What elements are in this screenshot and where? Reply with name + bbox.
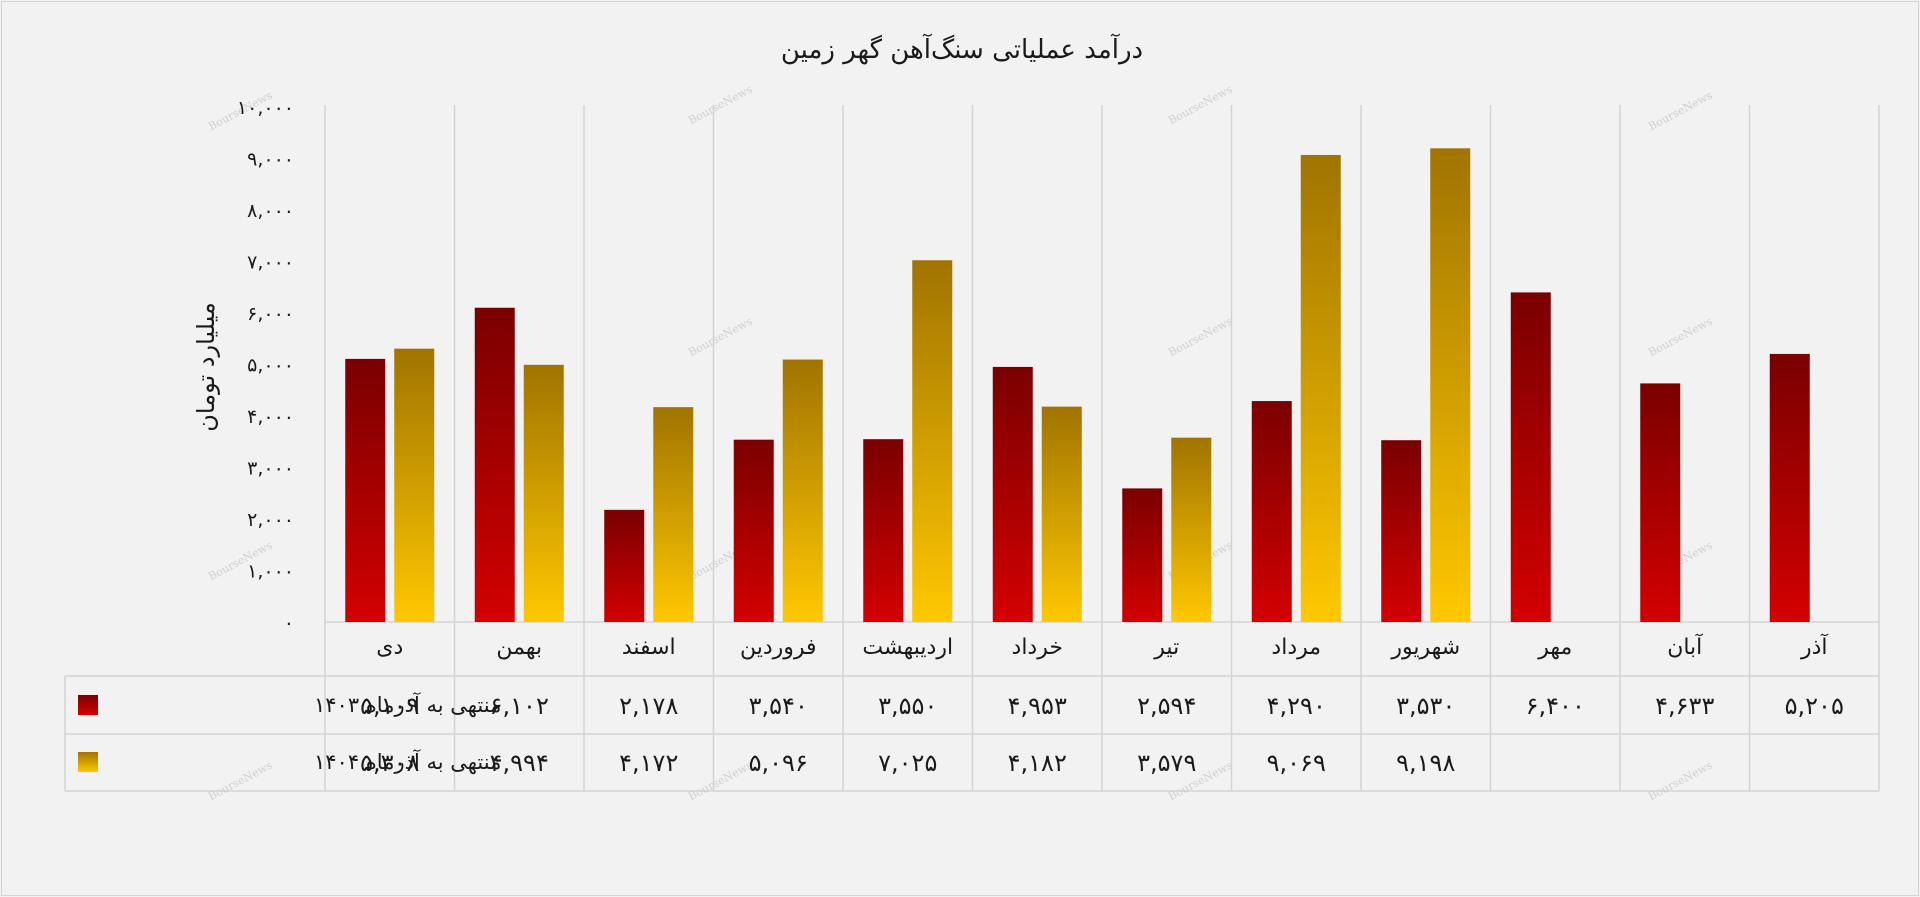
table-cell: ۵,۳۰۸ bbox=[360, 749, 419, 777]
y-axis: ۰ ۱,۰۰۰ ۲,۰۰۰ ۳,۰۰۰ ۴,۰۰۰ ۵,۰۰۰ ۶,۰۰۰ ۷,۰۰۰ ۸,۰۰… bbox=[237, 97, 294, 634]
table-cell: ۹,۱۹۸ bbox=[1396, 749, 1455, 777]
bar-1 bbox=[345, 358, 386, 622]
table-cell: ۴,۹۹۴ bbox=[490, 749, 549, 777]
bar-2 bbox=[523, 364, 564, 622]
category-label: فروردین bbox=[740, 635, 817, 660]
category-label: تیر bbox=[1153, 635, 1179, 660]
y-tick-label: ۲,۰۰۰ bbox=[247, 509, 294, 531]
table-cell: ۳,۵۷۹ bbox=[1137, 749, 1196, 777]
y-tick-label: ۵,۰۰۰ bbox=[247, 355, 294, 377]
watermark-text: BourseNews bbox=[1166, 82, 1235, 127]
category-label: مرداد bbox=[1271, 635, 1321, 660]
watermark-text: BourseNews bbox=[1646, 758, 1715, 803]
table-cell: ۴,۱۷۲ bbox=[619, 749, 678, 777]
table-cell: ۴,۱۸۲ bbox=[1008, 749, 1067, 777]
table-cell: ۵,۰۹۶ bbox=[749, 749, 808, 777]
y-tick-label: ۶,۰۰۰ bbox=[247, 303, 294, 325]
table-cell: ۴,۹۵۳ bbox=[1008, 692, 1067, 720]
watermark-text: BourseNews bbox=[686, 758, 755, 803]
y-tick-label: ۱۰,۰۰۰ bbox=[237, 97, 294, 119]
table-cell: ۵,۲۰۵ bbox=[1785, 692, 1844, 720]
table-cell: ۳,۵۴۰ bbox=[749, 692, 808, 720]
table-cell: ۳,۵۵۰ bbox=[878, 692, 937, 720]
table-cell: ۲,۱۷۸ bbox=[619, 692, 678, 720]
bar-2 bbox=[394, 348, 435, 622]
category-label: آبان bbox=[1667, 633, 1703, 660]
bars-layer bbox=[345, 148, 1810, 623]
bar-1 bbox=[733, 439, 774, 622]
category-label: خرداد bbox=[1012, 635, 1063, 660]
y-tick-label: ۰ bbox=[284, 612, 294, 634]
bar-2 bbox=[912, 260, 953, 622]
bar-2 bbox=[1171, 437, 1212, 622]
watermark-text: BourseNews bbox=[686, 314, 755, 359]
watermark-text: BourseNews bbox=[1646, 314, 1715, 359]
table-cell: ۲,۵۹۴ bbox=[1137, 692, 1196, 720]
bar-1 bbox=[992, 366, 1033, 622]
watermark-text: BourseNews bbox=[206, 758, 275, 803]
table-cell: ۹,۰۶۹ bbox=[1267, 749, 1326, 777]
bar-1 bbox=[604, 509, 645, 622]
watermark-text: BourseNews bbox=[1646, 88, 1715, 133]
y-axis-label: میلیارد تومان bbox=[192, 302, 220, 431]
category-label: بهمن bbox=[496, 635, 542, 660]
legend-swatch bbox=[78, 752, 98, 772]
y-tick-label: ۸,۰۰۰ bbox=[247, 200, 294, 222]
y-tick-label: ۹,۰۰۰ bbox=[247, 149, 294, 171]
category-label: دی bbox=[376, 635, 403, 660]
legend-label: منتهی به آذرماه ۱۴۰۴ bbox=[314, 749, 501, 774]
bar-2 bbox=[1300, 154, 1341, 622]
grid-layer bbox=[64, 105, 1880, 792]
legend-label: منتهی به آذرماه ۱۴۰۳ bbox=[314, 692, 501, 717]
bar-2 bbox=[653, 407, 694, 622]
bar-1 bbox=[1122, 488, 1163, 622]
chart-title: درآمد عملیاتی سنگ‌آهن گهر زمین bbox=[781, 33, 1143, 65]
table-cell: ۶,۱۰۲ bbox=[490, 692, 549, 720]
bar-1 bbox=[1251, 401, 1292, 622]
bar-2 bbox=[782, 359, 823, 622]
table-cell: ۴,۶۳۳ bbox=[1655, 692, 1714, 720]
y-tick-label: ۱,۰۰۰ bbox=[247, 561, 294, 583]
category-label: آذر bbox=[1800, 633, 1828, 660]
category-label: اردیبهشت bbox=[862, 635, 953, 660]
legend-swatch bbox=[78, 695, 98, 715]
y-tick-label: ۳,۰۰۰ bbox=[247, 458, 294, 480]
bar-1 bbox=[1769, 353, 1810, 622]
table-cell: ۶,۴۰۰ bbox=[1526, 692, 1585, 720]
bar-1 bbox=[474, 307, 515, 622]
data-table: دی بهمن اسفند فروردین اردیبهشت خرداد تیر مرداد ش… bbox=[78, 633, 1844, 777]
table-cell: ۷,۰۲۵ bbox=[878, 749, 937, 777]
category-label: اسفند bbox=[622, 635, 676, 660]
table-cell: ۳,۵۳۰ bbox=[1396, 692, 1455, 720]
category-label: مهر bbox=[1537, 635, 1572, 660]
y-tick-label: ۴,۰۰۰ bbox=[247, 406, 294, 428]
table-cell: ۵,۱۰۹ bbox=[360, 692, 419, 720]
bar-1 bbox=[1640, 383, 1681, 622]
bar-2 bbox=[1430, 148, 1471, 623]
y-tick-label: ۷,۰۰۰ bbox=[247, 252, 294, 274]
bar-2 bbox=[1041, 406, 1082, 622]
watermark-text: BourseNews bbox=[686, 82, 755, 127]
bar-1 bbox=[1510, 292, 1551, 622]
bar-1 bbox=[863, 439, 904, 622]
category-label: شهریور bbox=[1390, 635, 1460, 660]
bar-1 bbox=[1381, 440, 1422, 622]
watermark-text: BourseNews bbox=[1166, 314, 1235, 359]
table-cell: ۴,۲۹۰ bbox=[1267, 692, 1326, 720]
